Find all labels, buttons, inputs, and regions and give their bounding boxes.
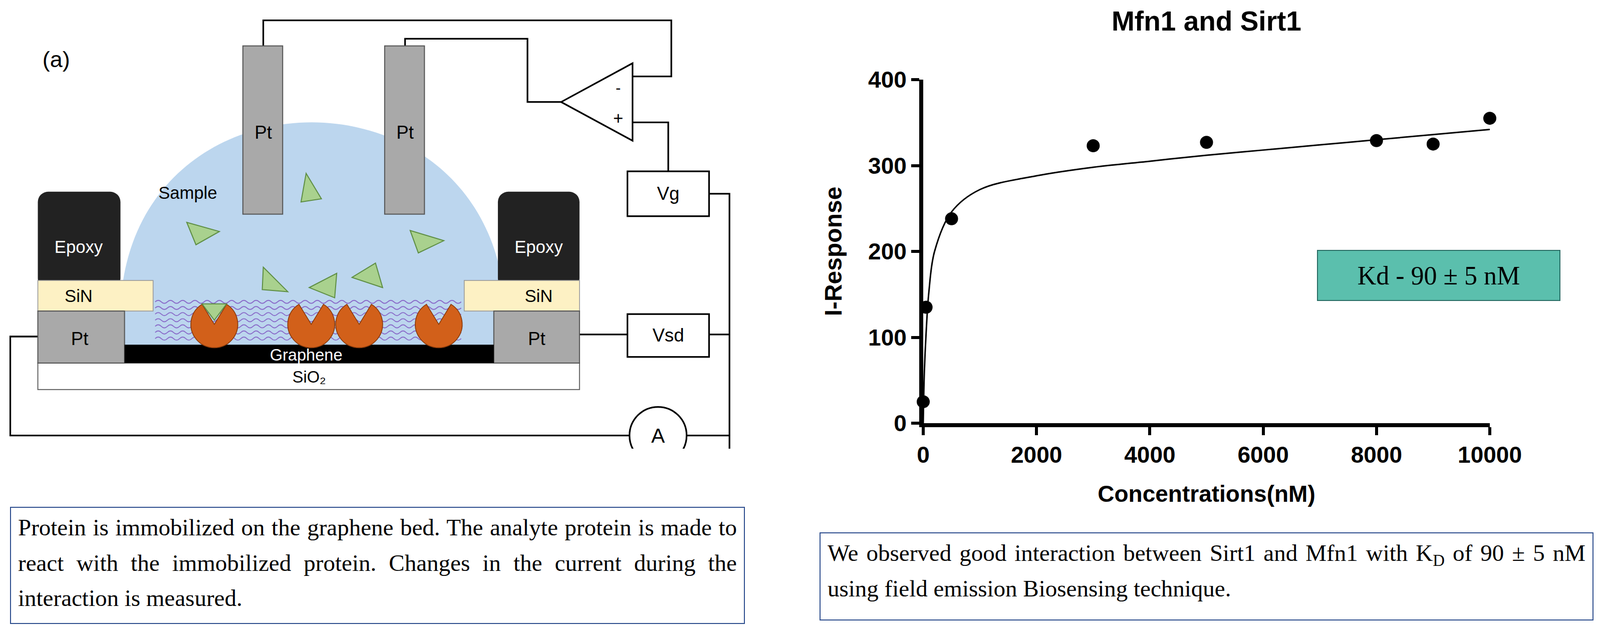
svg-text:400: 400: [868, 66, 907, 93]
svg-text:Pt: Pt: [396, 122, 414, 143]
svg-text:2000: 2000: [1010, 441, 1062, 468]
svg-text:SiN: SiN: [524, 286, 553, 306]
svg-text:Pt: Pt: [71, 328, 89, 350]
svg-text:Mfn1 and Sirt1: Mfn1 and Sirt1: [1111, 5, 1302, 37]
svg-text:Kd - 90 ± 5 nM: Kd - 90 ± 5 nM: [1357, 261, 1521, 291]
svg-text:8000: 8000: [1351, 441, 1403, 468]
svg-text:6000: 6000: [1237, 441, 1289, 468]
svg-text:+: +: [613, 108, 624, 128]
svg-text:0: 0: [916, 441, 930, 468]
svg-text:A: A: [651, 424, 666, 448]
svg-text:Graphene: Graphene: [270, 346, 343, 365]
html-text:We observed good interaction b: We observed good interaction between Sir…: [827, 540, 1586, 602]
svg-text:4000: 4000: [1124, 441, 1176, 468]
svg-text:(a): (a): [42, 46, 71, 72]
svg-text:0: 0: [893, 410, 907, 437]
svg-text:I-Response: I-Response: [820, 186, 847, 317]
svg-text:Sample: Sample: [158, 183, 217, 203]
svg-text:200: 200: [868, 238, 907, 265]
svg-text:-: -: [615, 79, 621, 97]
svg-text:100: 100: [868, 324, 907, 351]
svg-text:SiN: SiN: [64, 286, 93, 306]
svg-text:Concentrations(nM): Concentrations(nM): [1097, 480, 1315, 507]
html-text:Protein is immobilized on the: Protein is immobilized on the graphene b…: [18, 514, 737, 612]
svg-text:300: 300: [868, 152, 907, 179]
svg-text:SiO₂: SiO₂: [292, 368, 327, 387]
svg-text:Vsd: Vsd: [652, 325, 684, 346]
svg-text:Pt: Pt: [527, 328, 546, 350]
svg-text:10000: 10000: [1457, 441, 1522, 468]
svg-text:Epoxy: Epoxy: [514, 237, 564, 257]
svg-text:Pt: Pt: [254, 122, 273, 143]
svg-text:Epoxy: Epoxy: [54, 237, 104, 257]
svg-text:Vg: Vg: [657, 183, 680, 204]
